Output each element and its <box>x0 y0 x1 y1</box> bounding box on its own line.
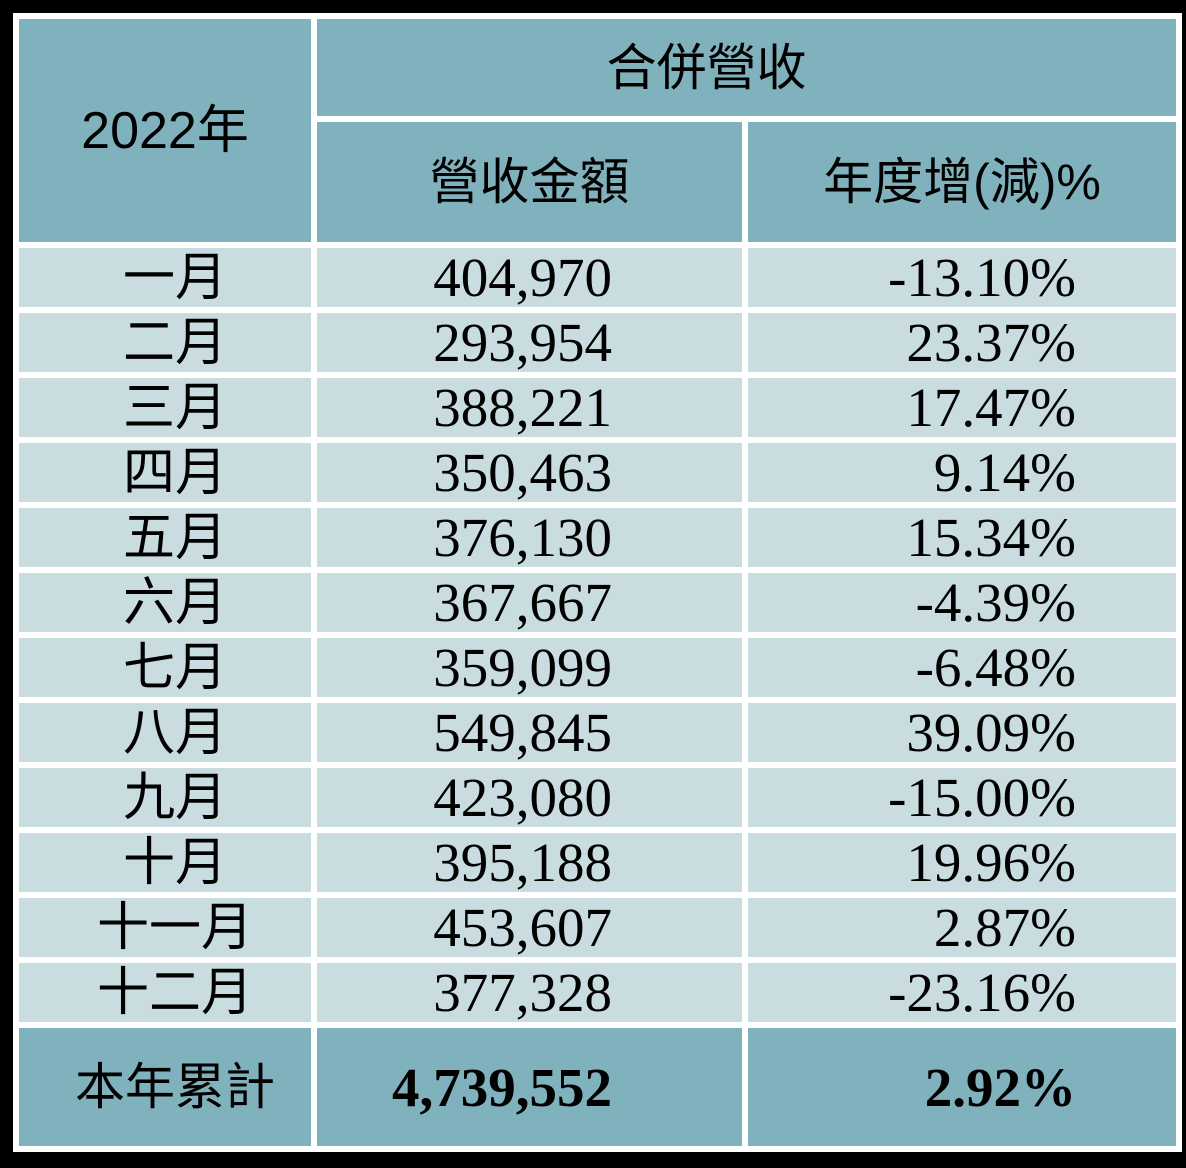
revenue-amount-value: 350,463 <box>317 443 742 502</box>
table-row: 六月 367,667 -4.39% <box>19 573 1176 632</box>
table-row: 一月 404,970 -13.10% <box>19 248 1176 307</box>
yoy-change-value: 17.47% <box>748 378 1176 437</box>
year-header-cell: 2022年 <box>19 19 311 242</box>
total-row-label: 本年累計 <box>19 1028 311 1146</box>
revenue-amount-value: 423,080 <box>317 768 742 827</box>
monthly-revenue-table: 2022年 合併營收 營收金額 年度增(減)% 一月 404,970 -13.1… <box>13 13 1182 1152</box>
yoy-change-value: -4.39% <box>748 573 1176 632</box>
total-revenue-amount: 4,739,552 <box>317 1028 742 1146</box>
yoy-change-value: -23.16% <box>748 963 1176 1022</box>
month-label: 四月 <box>19 443 311 502</box>
column-header-revenue-amount: 營收金額 <box>317 122 742 242</box>
table-row: 八月 549,845 39.09% <box>19 703 1176 762</box>
yoy-change-value: -13.10% <box>748 248 1176 307</box>
month-label: 五月 <box>19 508 311 567</box>
yoy-change-value: 19.96% <box>748 833 1176 892</box>
month-label: 二月 <box>19 313 311 372</box>
yoy-change-value: -15.00% <box>748 768 1176 827</box>
month-label: 六月 <box>19 573 311 632</box>
yoy-change-value: 39.09% <box>748 703 1176 762</box>
yoy-change-value: 15.34% <box>748 508 1176 567</box>
revenue-amount-value: 293,954 <box>317 313 742 372</box>
group-header-consolidated-revenue: 合併營收 <box>317 19 1176 116</box>
revenue-amount-value: 377,328 <box>317 963 742 1022</box>
month-label: 三月 <box>19 378 311 437</box>
revenue-amount-value: 453,607 <box>317 898 742 957</box>
table-row: 十二月 377,328 -23.16% <box>19 963 1176 1022</box>
total-yoy-change: 2.92% <box>748 1028 1176 1146</box>
table-row: 四月 350,463 9.14% <box>19 443 1176 502</box>
revenue-amount-value: 395,188 <box>317 833 742 892</box>
revenue-amount-value: 549,845 <box>317 703 742 762</box>
table-row: 三月 388,221 17.47% <box>19 378 1176 437</box>
revenue-amount-value: 376,130 <box>317 508 742 567</box>
revenue-amount-value: 388,221 <box>317 378 742 437</box>
column-header-yoy-change: 年度增(減)% <box>748 122 1176 242</box>
total-row: 本年累計 4,739,552 2.92% <box>19 1028 1176 1146</box>
month-label: 十月 <box>19 833 311 892</box>
month-label: 九月 <box>19 768 311 827</box>
month-label: 八月 <box>19 703 311 762</box>
revenue-amount-value: 367,667 <box>317 573 742 632</box>
yoy-change-value: 2.87% <box>748 898 1176 957</box>
yoy-change-value: 9.14% <box>748 443 1176 502</box>
month-label: 七月 <box>19 638 311 697</box>
month-label: 一月 <box>19 248 311 307</box>
revenue-amount-value: 404,970 <box>317 248 742 307</box>
month-label: 十二月 <box>19 963 311 1022</box>
table-row: 九月 423,080 -15.00% <box>19 768 1176 827</box>
yoy-change-value: -6.48% <box>748 638 1176 697</box>
table-row: 二月 293,954 23.37% <box>19 313 1176 372</box>
table-row: 七月 359,099 -6.48% <box>19 638 1176 697</box>
month-label: 十一月 <box>19 898 311 957</box>
yoy-change-value: 23.37% <box>748 313 1176 372</box>
table-row: 十一月 453,607 2.87% <box>19 898 1176 957</box>
revenue-amount-value: 359,099 <box>317 638 742 697</box>
table-row: 十月 395,188 19.96% <box>19 833 1176 892</box>
table-row: 五月 376,130 15.34% <box>19 508 1176 567</box>
